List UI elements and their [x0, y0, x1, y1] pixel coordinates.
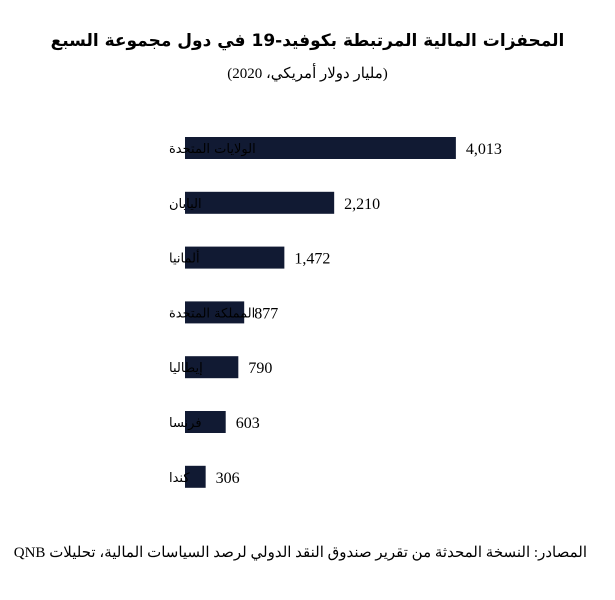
bar — [185, 411, 226, 433]
category-label: كندا — [169, 471, 190, 486]
chart-title: المحفزات المالية المرتبطة بكوفيد-19 في د… — [50, 31, 565, 51]
category-label: ألمانيا — [169, 250, 200, 267]
bar — [185, 356, 239, 379]
category-label: الولايات المتحدة — [169, 142, 256, 157]
category-label: إيطاليا — [169, 361, 203, 376]
chart-subtitle: (مليار دولار أمريكي، 2020) — [227, 66, 388, 82]
source-note: المصادر: النسخة المحدثة من تقرير صندوق ا… — [13, 545, 587, 561]
value-label: 603 — [236, 415, 260, 432]
value-label: 1,472 — [294, 251, 330, 268]
value-label: 306 — [216, 470, 240, 487]
bar — [185, 301, 245, 324]
bar — [185, 191, 335, 214]
value-label: 4,013 — [466, 141, 502, 158]
bar — [185, 246, 285, 269]
category-label: اليابان — [169, 197, 202, 212]
category-label: فرنسا — [169, 416, 202, 431]
value-label: 2,210 — [344, 196, 380, 213]
category-label: المملكة المتحدة — [169, 306, 255, 321]
value-label: 790 — [248, 360, 272, 377]
bar — [185, 465, 206, 488]
bar-chart: الولايات المتحدة 4,013 اليابان 2,210 ألمانيا… — [169, 137, 502, 488]
bar — [185, 137, 456, 159]
value-label: 877 — [254, 305, 278, 322]
